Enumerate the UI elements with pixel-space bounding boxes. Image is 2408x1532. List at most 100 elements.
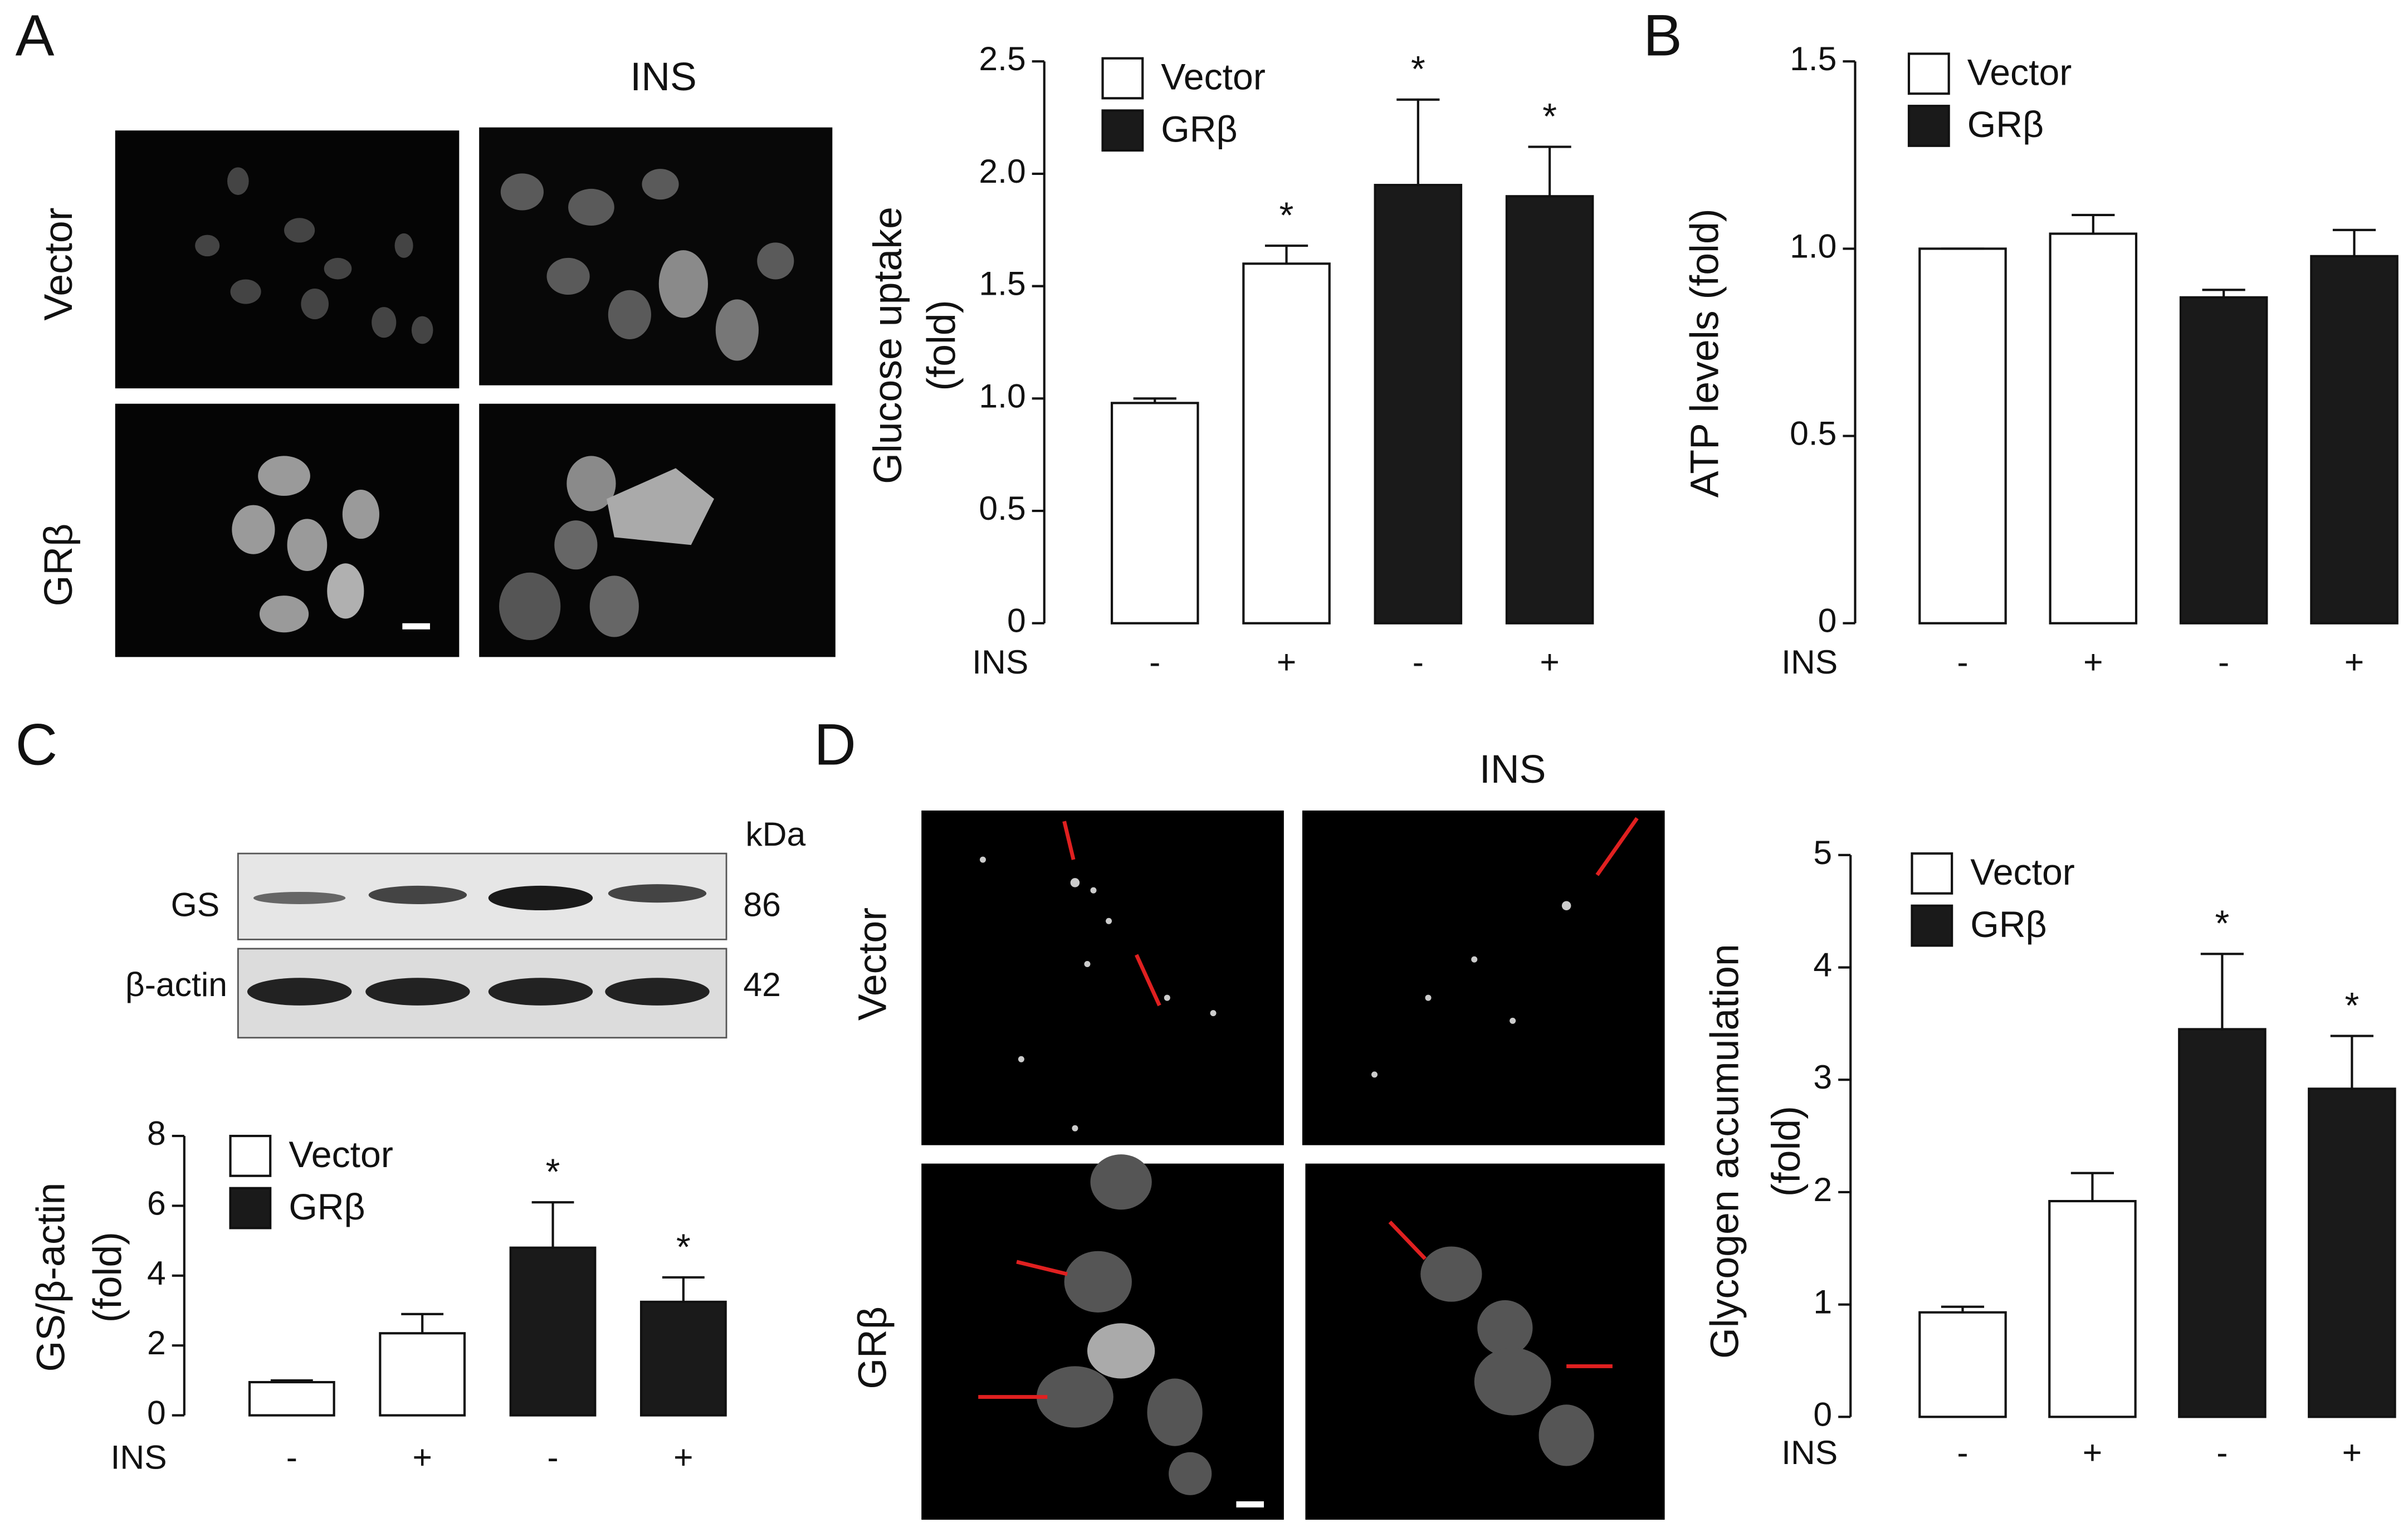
y-tick-label: 5 xyxy=(1813,833,1832,871)
legend-swatch xyxy=(1911,904,1953,947)
blot-kda: 42 xyxy=(743,965,780,1003)
x-axis-label: INS xyxy=(111,1438,167,1476)
y-tick-label: 1 xyxy=(1813,1283,1832,1321)
legend-label: Vector xyxy=(1161,57,1266,98)
x-axis-label: INS xyxy=(1781,643,1838,681)
micrograph xyxy=(1302,810,1665,1145)
significance-mark: * xyxy=(546,1152,560,1193)
legend-label: GRβ xyxy=(1970,904,2046,945)
y-tick-label: 1.0 xyxy=(1790,227,1836,265)
y-axis-label: GS/β-actin xyxy=(28,1183,73,1372)
cells xyxy=(232,456,430,633)
blot-row-label: β-actin xyxy=(125,965,227,1003)
x-tick-label: - xyxy=(1957,1433,1968,1471)
y-axis-label: (fold) xyxy=(85,1232,130,1323)
image-row-label: Vector xyxy=(850,908,895,1021)
legend-swatch xyxy=(229,1187,272,1229)
y-tick-label: 0 xyxy=(1818,602,1837,640)
granules xyxy=(979,856,1571,1131)
bar xyxy=(1918,1311,2007,1418)
x-axis-label: INS xyxy=(972,643,1028,681)
bar xyxy=(1111,402,1199,624)
micrograph xyxy=(921,810,1284,1145)
significance-mark: * xyxy=(2215,903,2230,944)
y-tick-label: 2.0 xyxy=(979,152,1025,190)
x-tick-label: - xyxy=(2218,643,2229,681)
bar xyxy=(2048,1199,2137,1418)
image-row-label: GRβ xyxy=(36,524,81,607)
bar xyxy=(2310,255,2399,624)
y-tick-label: 0 xyxy=(147,1394,166,1432)
y-axis-label: (fold) xyxy=(919,300,964,391)
y-axis-label: (fold) xyxy=(1764,1106,1809,1197)
image-row-label: Vector xyxy=(36,207,81,320)
legend-label: Vector xyxy=(1970,852,2075,893)
y-tick-label: 4 xyxy=(147,1254,166,1292)
x-tick-label: - xyxy=(286,1438,297,1476)
panel-label: B xyxy=(1643,3,1682,68)
image-column-label: INS xyxy=(630,55,696,99)
bar xyxy=(1374,184,1463,624)
y-tick-label: 2.5 xyxy=(979,40,1025,77)
micrograph xyxy=(115,130,460,389)
significance-mark: * xyxy=(1279,195,1294,236)
bar xyxy=(639,1300,727,1417)
x-tick-label: + xyxy=(1277,643,1296,681)
cells xyxy=(499,456,715,641)
x-tick-label: - xyxy=(1957,643,1968,681)
bar xyxy=(2308,1087,2396,1418)
legend-swatch xyxy=(1101,57,1144,100)
y-tick-label: 1.5 xyxy=(979,265,1025,303)
x-tick-label: + xyxy=(2344,643,2364,681)
x-tick-label: + xyxy=(2083,1433,2102,1471)
bar xyxy=(379,1332,466,1417)
y-tick-label: 0 xyxy=(1007,602,1026,640)
x-tick-label: + xyxy=(1540,643,1559,681)
y-tick-label: 0.5 xyxy=(1790,414,1836,452)
y-tick-label: 0.5 xyxy=(979,489,1025,527)
significance-mark: * xyxy=(1411,49,1425,90)
micrograph-group xyxy=(115,127,836,657)
legend-swatch xyxy=(229,1135,272,1177)
arrows xyxy=(978,817,1639,1399)
bar xyxy=(1242,262,1331,624)
legend-label: Vector xyxy=(289,1134,393,1175)
blot-row-label: GS xyxy=(171,886,220,924)
legend-swatch xyxy=(1101,109,1144,152)
bar xyxy=(2178,1028,2267,1418)
bar xyxy=(2049,232,2138,624)
legend-label: GRβ xyxy=(1161,109,1237,150)
blot-unit: kDa xyxy=(745,815,805,853)
image-column-label: INS xyxy=(1479,747,1546,792)
blot-kda: 86 xyxy=(743,886,780,924)
y-tick-label: 0 xyxy=(1813,1395,1832,1433)
y-tick-label: 2 xyxy=(147,1324,166,1362)
x-tick-label: - xyxy=(1413,643,1424,681)
bar xyxy=(2179,296,2268,624)
panel-label: C xyxy=(16,712,58,777)
x-tick-label: + xyxy=(2083,643,2103,681)
legend-label: GRβ xyxy=(1967,104,2044,145)
x-tick-label: + xyxy=(412,1438,432,1476)
y-axis-label: Glucose uptake xyxy=(866,207,910,484)
x-tick-label: - xyxy=(1149,643,1160,681)
legend-swatch xyxy=(1907,105,1950,147)
y-tick-label: 3 xyxy=(1813,1058,1832,1096)
y-axis-label: ATP levels (fold) xyxy=(1683,208,1727,497)
panel-label: D xyxy=(814,712,856,777)
y-tick-label: 1.5 xyxy=(1790,40,1836,77)
bar xyxy=(509,1246,597,1417)
x-tick-label: - xyxy=(547,1438,558,1476)
legend-swatch xyxy=(1911,852,1953,895)
y-tick-label: 8 xyxy=(147,1114,166,1152)
y-tick-label: 2 xyxy=(1813,1170,1832,1208)
image-row-label: GRβ xyxy=(850,1306,895,1389)
western-blot xyxy=(237,852,727,1039)
x-tick-label: + xyxy=(673,1438,693,1476)
cells xyxy=(500,169,794,361)
x-tick-label: - xyxy=(2216,1433,2228,1471)
significance-mark: * xyxy=(676,1227,691,1268)
panel-label: A xyxy=(16,3,55,68)
